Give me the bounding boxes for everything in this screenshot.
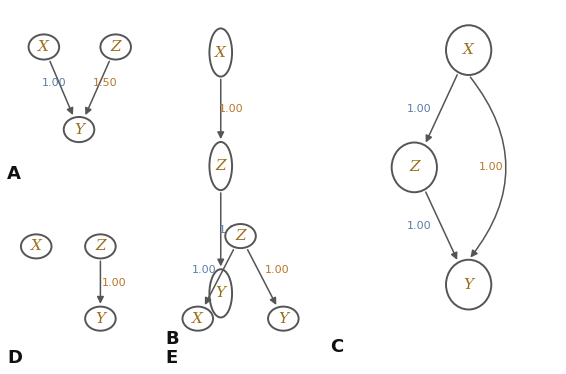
Ellipse shape (392, 142, 437, 192)
Text: 1.00: 1.00 (265, 266, 290, 276)
Ellipse shape (100, 34, 131, 59)
Ellipse shape (225, 224, 256, 248)
Text: Y: Y (464, 278, 474, 292)
Ellipse shape (446, 25, 491, 75)
Ellipse shape (209, 269, 232, 318)
Text: Z: Z (235, 229, 246, 243)
Text: Z: Z (409, 160, 419, 174)
Text: X: X (215, 46, 226, 59)
Text: X: X (38, 40, 49, 54)
Ellipse shape (85, 307, 115, 331)
Text: 1.00: 1.00 (406, 104, 431, 114)
Text: 1.00: 1.00 (41, 78, 66, 88)
Ellipse shape (209, 142, 232, 190)
Ellipse shape (85, 234, 115, 258)
Text: 1.00: 1.00 (218, 104, 243, 114)
Text: B: B (165, 330, 179, 349)
Text: X: X (31, 239, 42, 254)
Text: A: A (7, 165, 21, 183)
Ellipse shape (64, 117, 95, 142)
Text: 1.00: 1.00 (191, 266, 216, 276)
Text: Z: Z (216, 159, 226, 173)
Ellipse shape (21, 234, 52, 258)
Text: Y: Y (216, 286, 226, 300)
Text: X: X (192, 312, 203, 326)
Text: Z: Z (110, 40, 121, 54)
Text: Z: Z (95, 239, 106, 254)
Text: 1.50: 1.50 (93, 78, 117, 88)
Text: 1.00: 1.00 (479, 162, 504, 172)
Text: 1.00: 1.00 (218, 225, 243, 235)
Ellipse shape (209, 28, 232, 77)
Text: Y: Y (95, 312, 105, 326)
Text: 1.00: 1.00 (406, 221, 431, 231)
Text: Y: Y (74, 123, 84, 137)
Text: E: E (166, 349, 178, 367)
Text: 1.00: 1.00 (102, 278, 126, 288)
Ellipse shape (28, 34, 59, 59)
Text: C: C (331, 338, 344, 356)
Ellipse shape (446, 260, 491, 310)
Text: X: X (463, 43, 474, 57)
Ellipse shape (268, 307, 299, 331)
Text: Y: Y (278, 312, 289, 326)
Text: D: D (7, 349, 22, 367)
Ellipse shape (182, 307, 213, 331)
